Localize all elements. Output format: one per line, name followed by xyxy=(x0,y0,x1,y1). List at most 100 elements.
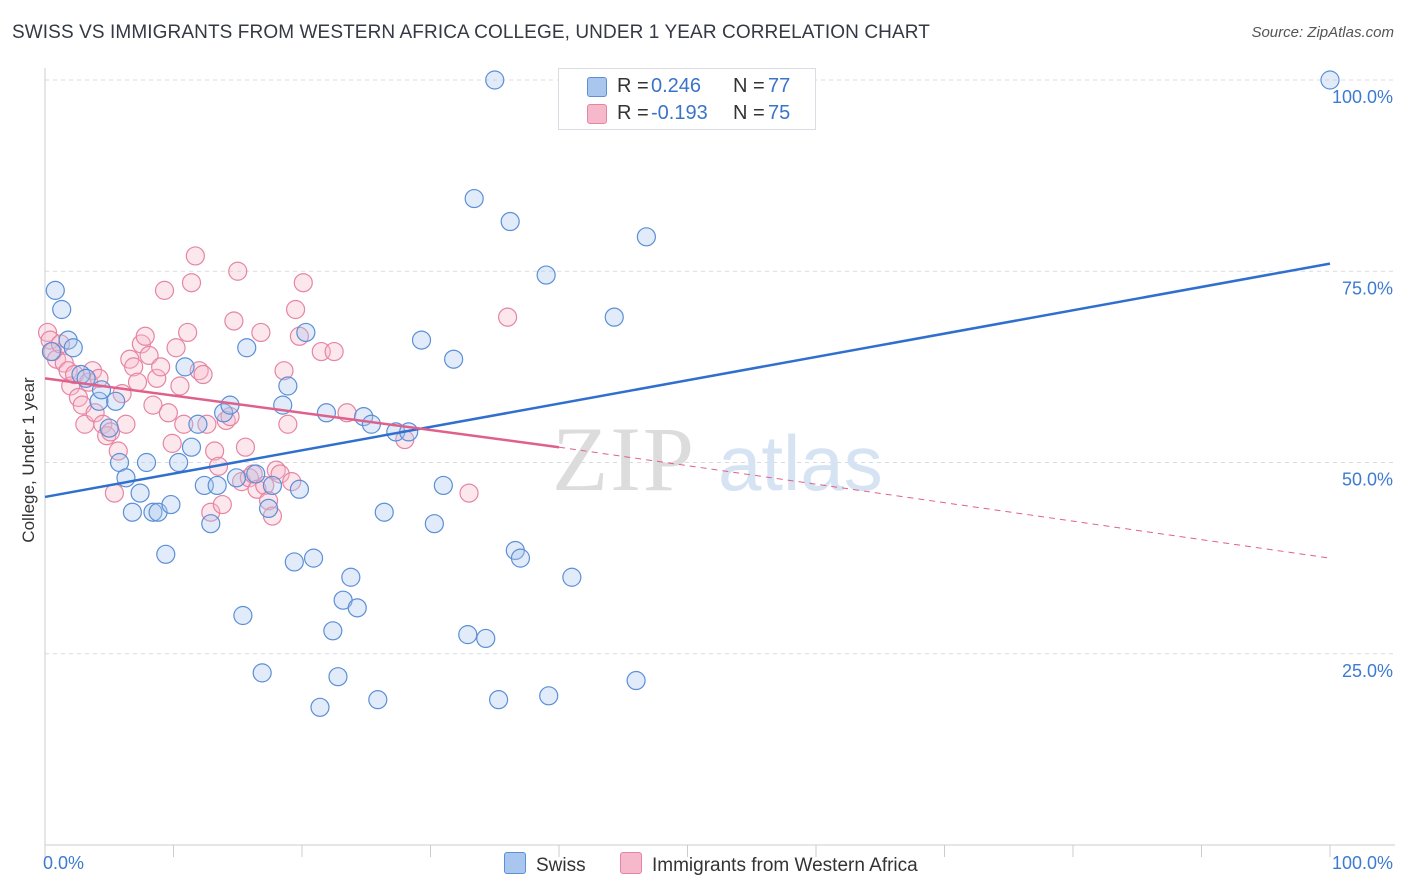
n-value: 75 xyxy=(768,102,791,124)
swiss-point xyxy=(41,341,62,362)
legend-label-western-africa: Immigrants from Western Africa xyxy=(652,855,918,876)
swiss-point xyxy=(188,414,208,434)
y-tick-label: 100.0% xyxy=(1332,87,1393,107)
swiss-point xyxy=(89,391,109,411)
n-value: 77 xyxy=(768,75,791,97)
swiss-point xyxy=(303,548,324,568)
swiss-point xyxy=(99,418,119,438)
swiss-point xyxy=(143,502,163,522)
waf-point xyxy=(85,403,105,423)
stats-row-swiss: R = 0.246 N = 77 xyxy=(559,72,815,100)
swiss-point xyxy=(136,452,157,473)
waf-point xyxy=(459,483,479,503)
trend-lines xyxy=(44,262,1331,559)
waf-point xyxy=(116,414,136,434)
swiss-point xyxy=(536,265,556,285)
waf-point xyxy=(127,372,148,392)
swiss-point xyxy=(246,464,266,484)
waf-trend-extension xyxy=(558,446,1331,559)
waf-point xyxy=(147,368,167,388)
swiss-point xyxy=(106,391,126,411)
swiss-point xyxy=(316,403,337,423)
waf-swatch xyxy=(587,104,607,124)
swiss-swatch xyxy=(587,77,607,97)
swiss-point xyxy=(341,567,361,587)
swiss-point xyxy=(476,628,496,649)
waf-point xyxy=(181,273,202,293)
waf-point xyxy=(82,361,103,381)
waf-point xyxy=(293,273,313,293)
waf-point xyxy=(212,494,232,515)
swiss-point xyxy=(464,188,484,209)
waf-point xyxy=(37,322,58,343)
x-tick-label: 100.0% xyxy=(1332,853,1393,873)
swiss-point xyxy=(500,211,520,232)
swiss-point xyxy=(368,690,388,710)
waf-point xyxy=(166,338,186,358)
swiss-point xyxy=(458,625,478,645)
swiss-point xyxy=(411,330,432,350)
swiss-point xyxy=(510,548,531,568)
swiss-point xyxy=(562,567,582,587)
waf-point xyxy=(224,311,244,331)
waf-point xyxy=(154,280,175,300)
waf-point xyxy=(258,491,279,511)
swiss-point xyxy=(323,621,343,641)
waf-point xyxy=(97,426,117,446)
swiss-point xyxy=(626,670,646,691)
legend-item-swiss[interactable]: Swiss xyxy=(504,852,586,877)
waf-point xyxy=(185,246,205,266)
swiss-point xyxy=(63,338,83,358)
gridlines xyxy=(45,79,1395,655)
waf-point xyxy=(143,395,163,415)
waf-point xyxy=(251,322,271,343)
swiss-point xyxy=(489,690,509,710)
swiss-point xyxy=(310,697,330,717)
waf-point xyxy=(135,326,155,346)
series-swiss xyxy=(41,70,1340,717)
swiss-point xyxy=(328,667,348,687)
watermark: ZIP atlas xyxy=(552,408,883,510)
swiss-point xyxy=(539,686,559,706)
r-value: -0.193 xyxy=(651,102,708,124)
waf-point xyxy=(170,376,190,396)
swiss-point xyxy=(226,468,247,488)
swiss-point xyxy=(485,70,505,90)
r-label: R = xyxy=(617,102,649,124)
swiss-legend-swatch xyxy=(504,852,526,874)
swiss-point xyxy=(289,479,310,499)
r-value: 0.246 xyxy=(651,75,702,97)
swiss-point xyxy=(278,376,298,396)
swiss-point xyxy=(237,338,257,358)
waf-point xyxy=(174,414,194,434)
waf-point xyxy=(162,433,182,453)
swiss-point xyxy=(181,437,202,457)
swiss-point xyxy=(296,322,316,343)
swiss-point xyxy=(45,280,65,300)
swiss-point xyxy=(433,475,453,496)
swiss-point xyxy=(214,403,234,423)
swiss-point xyxy=(444,349,464,369)
swiss-point xyxy=(201,514,221,534)
legend-item-western-africa[interactable]: Immigrants from Western Africa xyxy=(620,852,918,877)
stats-legend: R = 0.246 N = 77 R = -0.193 N = 75 xyxy=(558,68,816,130)
n-label: N = xyxy=(733,102,765,124)
waf-point xyxy=(124,357,144,377)
waf-point xyxy=(201,502,221,522)
watermark-atlas: atlas xyxy=(718,419,883,507)
waf-trend-line xyxy=(44,377,560,449)
waf-point xyxy=(228,261,248,281)
y-tick-label: 50.0% xyxy=(1342,470,1393,490)
waf-point xyxy=(270,464,290,484)
waf-point xyxy=(274,361,294,381)
swiss-point xyxy=(424,514,444,534)
axes xyxy=(44,68,1395,857)
waf-point xyxy=(158,403,178,423)
waf-point xyxy=(324,341,344,362)
swiss-trend-line xyxy=(44,262,1331,499)
swiss-point xyxy=(347,598,367,618)
waf-point xyxy=(235,437,256,457)
waf-point xyxy=(266,460,286,480)
y-tick-label: 25.0% xyxy=(1342,661,1393,681)
